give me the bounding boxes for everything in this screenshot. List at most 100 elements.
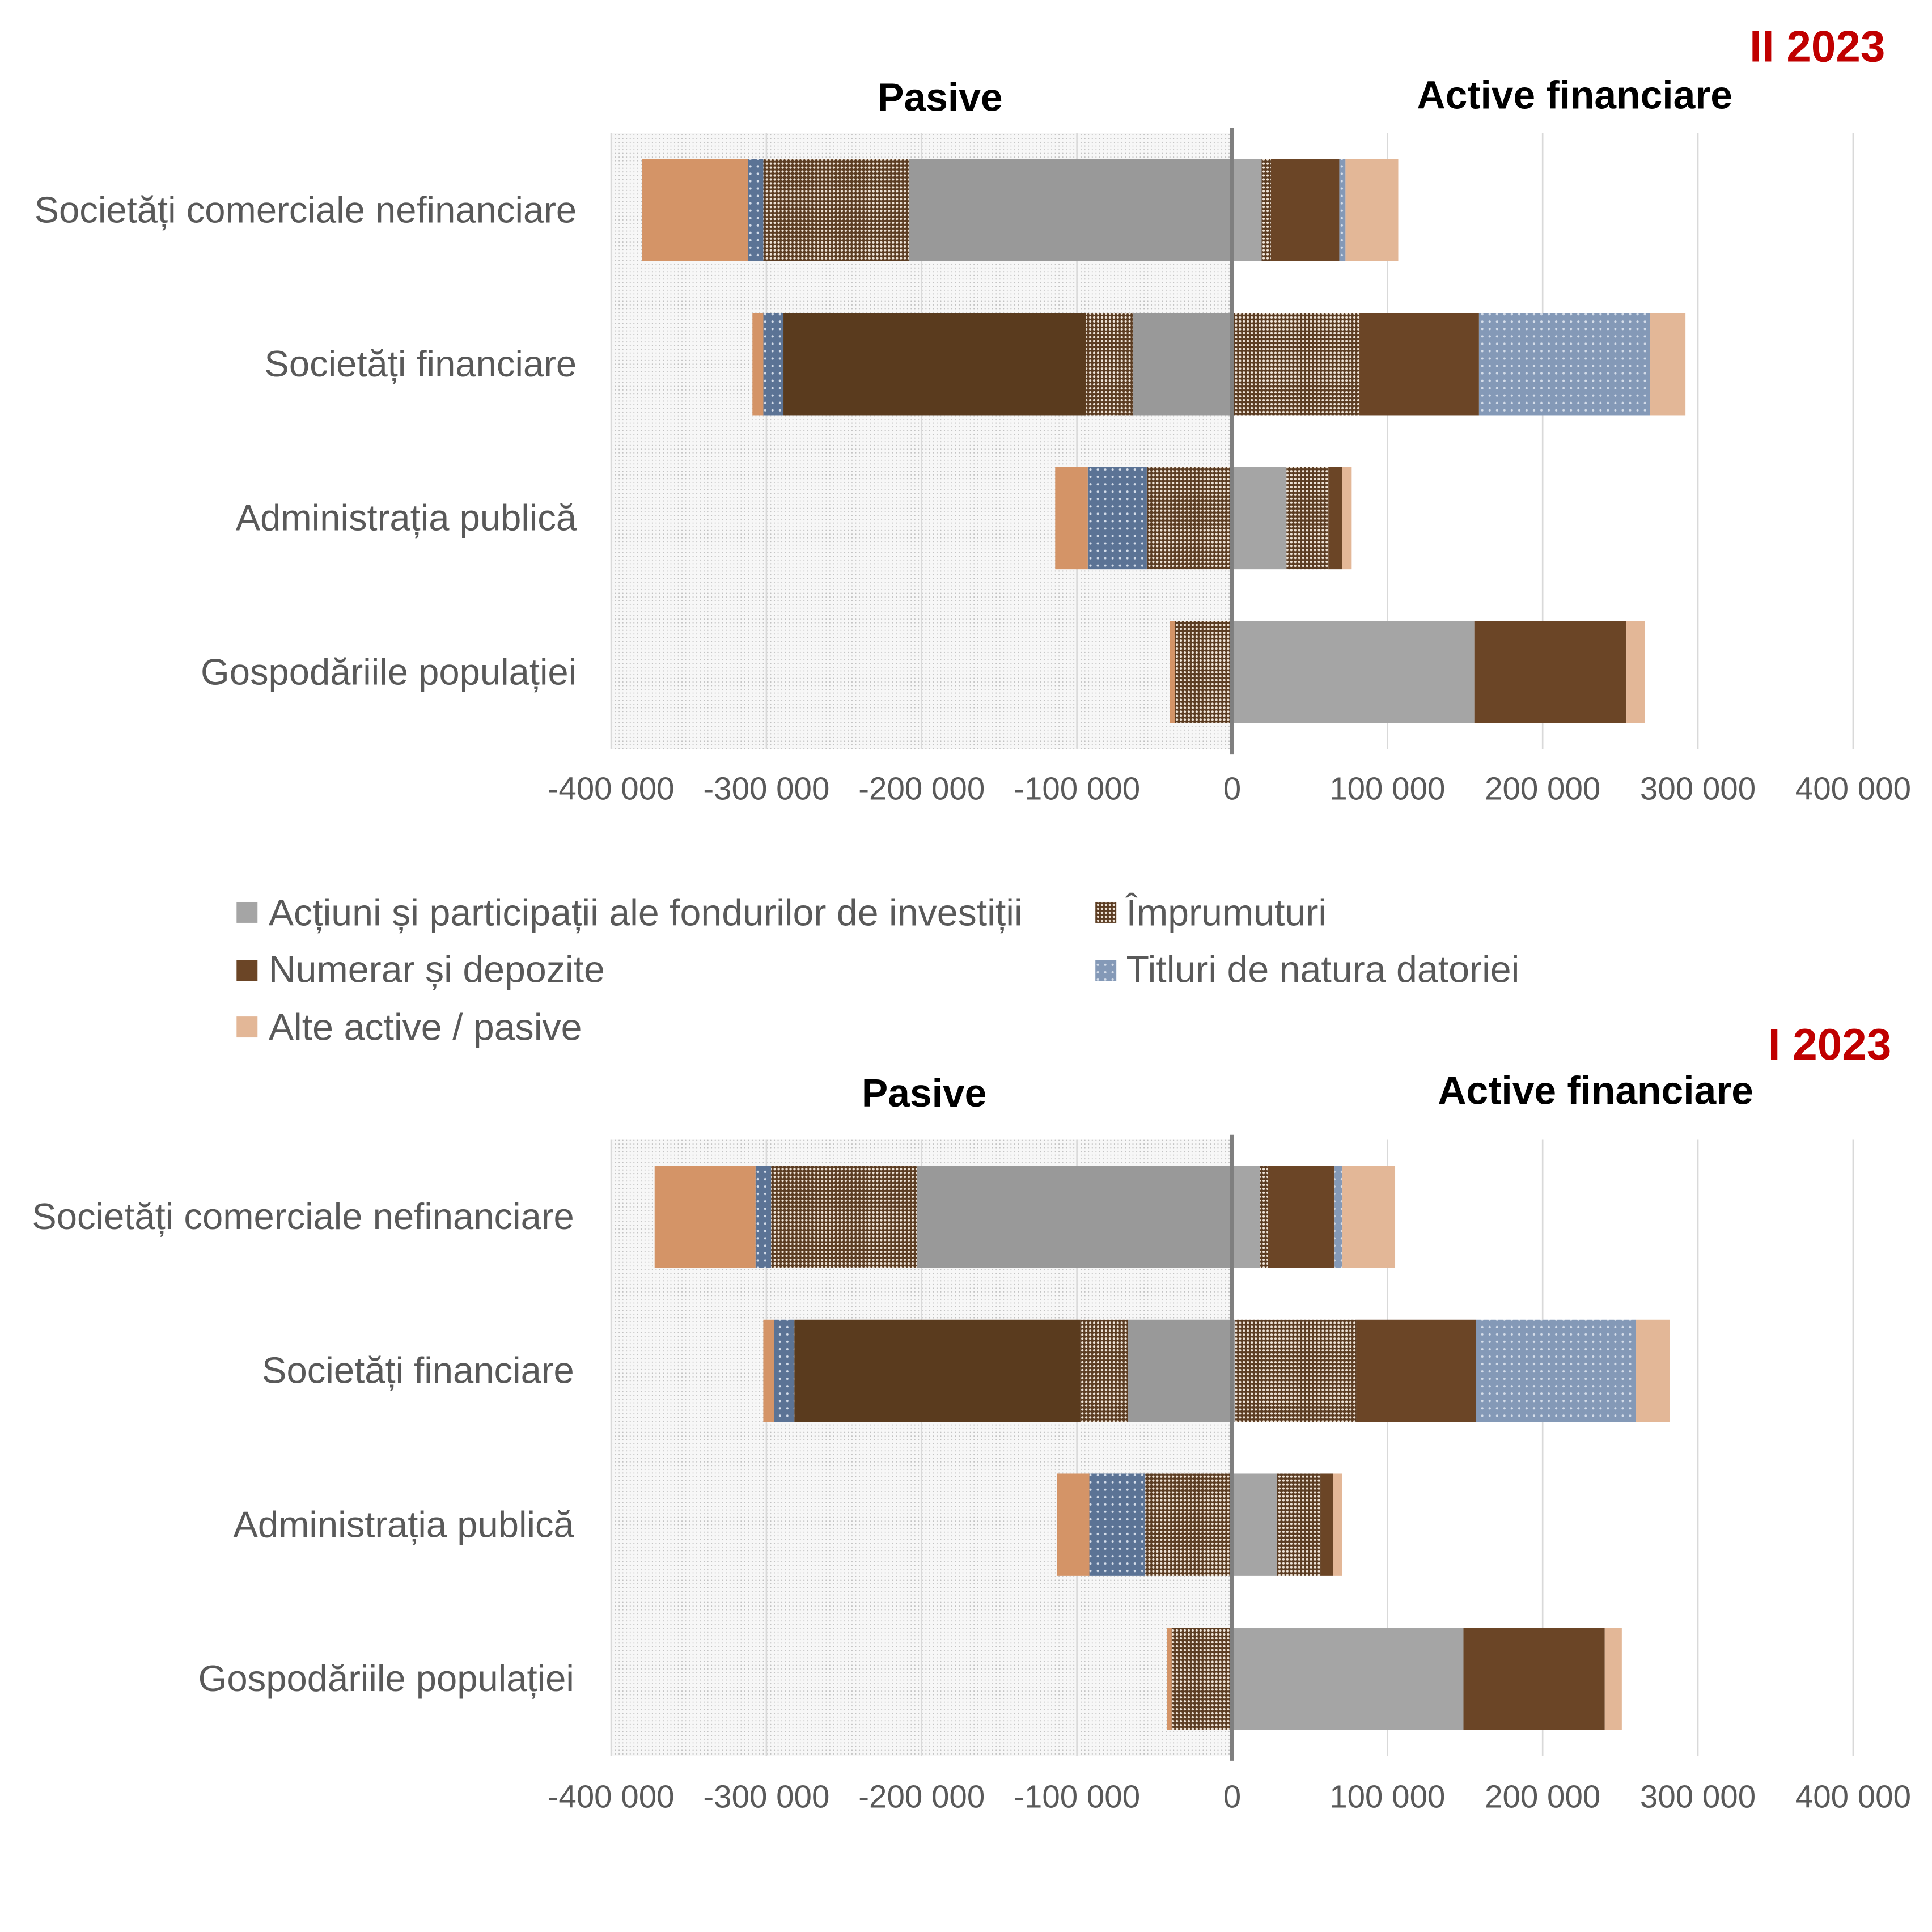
legend-swatch <box>1095 960 1117 981</box>
bar-segment <box>1356 1319 1476 1422</box>
bar-segment <box>1474 621 1627 723</box>
category-label: Administrația publică <box>236 497 577 539</box>
period-title: II 2023 <box>1749 22 1885 71</box>
tick-label: 0 <box>1223 771 1241 807</box>
bar-segment <box>1128 1319 1232 1422</box>
bar-segment <box>1636 1319 1670 1422</box>
tick-label: 200 000 <box>1485 771 1600 807</box>
bar-segment <box>1345 159 1399 261</box>
bar-segment <box>1650 313 1686 416</box>
active-heading: Active financiare <box>1438 1068 1753 1112</box>
legend-swatch <box>236 960 258 981</box>
bar-segment <box>1604 1628 1622 1730</box>
bar-segment <box>1175 621 1232 723</box>
category-label: Societăți financiare <box>264 343 577 384</box>
tick-label: -100 000 <box>1014 1778 1140 1814</box>
legend-label: Alte active / pasive <box>269 1006 582 1048</box>
bar-segment <box>755 1166 772 1268</box>
bar-segment <box>794 1319 1081 1422</box>
bar-segment <box>774 1319 795 1422</box>
bar-segment <box>1087 467 1147 570</box>
bar-segment <box>771 1166 917 1268</box>
bar-segment <box>1478 313 1650 416</box>
legend-swatch <box>236 901 258 923</box>
bar-segment <box>1476 1319 1636 1422</box>
bar-segment <box>1328 467 1342 570</box>
tick-label: -300 000 <box>703 771 829 807</box>
bar-segment <box>783 313 1087 416</box>
bar-segment <box>1626 621 1645 723</box>
pasive-heading: Pasive <box>862 1071 986 1115</box>
active-heading: Active financiare <box>1417 73 1732 117</box>
bar-segment <box>1080 1319 1128 1422</box>
tick-label: 300 000 <box>1640 1778 1756 1814</box>
bar-segment <box>1170 621 1175 723</box>
legend-label: Acțiuni și participații ale fondurilor d… <box>269 892 1023 934</box>
tick-label: -400 000 <box>548 771 675 807</box>
bar-segment <box>1086 313 1133 416</box>
pasive-heading: Pasive <box>878 75 1002 120</box>
category-label: Societăți financiare <box>262 1350 574 1391</box>
bar-segment <box>1145 1473 1232 1576</box>
legend: Acțiuni și participații ale fondurilor d… <box>236 892 1519 1048</box>
period-title: I 2023 <box>1768 1019 1892 1069</box>
tick-label: -400 000 <box>548 1778 675 1814</box>
tick-label: -100 000 <box>1014 771 1140 807</box>
bar-segment <box>654 1166 756 1268</box>
tick-label: 200 000 <box>1485 1778 1600 1814</box>
legend-item-actiuni: Acțiuni și participații ale fondurilor d… <box>236 892 1023 934</box>
bar-segment <box>1055 467 1088 570</box>
panel-ii-2023: Societăți comerciale nefinanciare Societă… <box>35 22 1911 807</box>
bar-segment <box>1261 159 1271 261</box>
category-label: Administrația publică <box>233 1503 574 1545</box>
plot-area: Societăți comerciale nefinanciare Societă… <box>32 1134 1911 1814</box>
bar-segment <box>1232 1166 1260 1268</box>
tick-label: 400 000 <box>1795 771 1911 807</box>
panel-i-2023: Societăți comerciale nefinanciare Societă… <box>32 1019 1911 1814</box>
bar-segment <box>1234 313 1360 416</box>
bar-segment <box>1333 1473 1342 1576</box>
legend-item-imprumuturi: Împrumuturi <box>1095 892 1327 934</box>
bar-segment <box>1342 1166 1396 1268</box>
legend-label: Titluri de natura datoriei <box>1126 948 1520 990</box>
bar-segment <box>642 159 748 261</box>
bar-segment <box>763 1319 774 1422</box>
bar-segment <box>763 313 784 416</box>
legend-item-numerar: Numerar și depozite <box>236 948 605 990</box>
tick-label: -300 000 <box>703 1778 829 1814</box>
legend-label: Împrumuturi <box>1125 892 1327 934</box>
bar-segment <box>1270 159 1340 261</box>
bar-segment <box>1286 467 1329 570</box>
bar-segment <box>1133 313 1232 416</box>
legend-label: Numerar și depozite <box>269 948 605 990</box>
bar-segment <box>1339 159 1346 261</box>
bar-segment <box>909 159 1232 261</box>
bar-segment <box>752 313 764 416</box>
tick-label: -200 000 <box>858 1778 985 1814</box>
bar-segment <box>1268 1166 1335 1268</box>
tick-label: 400 000 <box>1795 1778 1911 1814</box>
bar-segment <box>1146 467 1232 570</box>
bar-segment <box>1277 1473 1321 1576</box>
bar-segment <box>1232 159 1262 261</box>
bar-segment <box>748 159 764 261</box>
bar-segment <box>1089 1473 1146 1576</box>
bar-segment <box>1260 1166 1268 1268</box>
bar-segment <box>763 159 909 261</box>
bar-segment <box>1232 1628 1464 1730</box>
bar-segment <box>1167 1628 1172 1730</box>
tick-label: -200 000 <box>858 771 985 807</box>
tick-label: 300 000 <box>1640 771 1756 807</box>
tick-label: 100 000 <box>1329 771 1445 807</box>
bar-segment <box>1342 467 1352 570</box>
bar-segment <box>1463 1628 1605 1730</box>
bar-segment <box>1171 1628 1232 1730</box>
bar-segment <box>1232 1473 1277 1576</box>
bar-segment <box>1334 1166 1342 1268</box>
bar-segment <box>1320 1473 1333 1576</box>
category-label: Gospodăriile populației <box>201 651 577 692</box>
legend-item-titluri: Titluri de natura datoriei <box>1095 948 1519 990</box>
tick-label: 0 <box>1223 1778 1241 1814</box>
legend-swatch <box>236 1016 258 1038</box>
